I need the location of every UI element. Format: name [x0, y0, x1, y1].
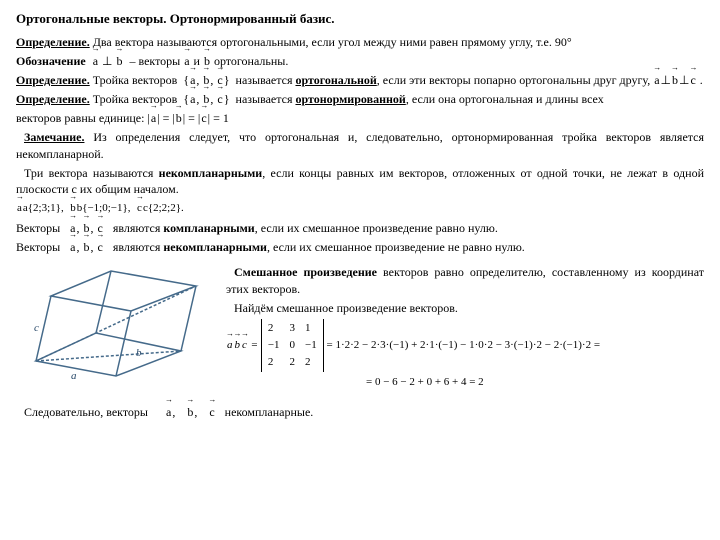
three-b: некомпланарными [159, 166, 263, 180]
def3-a: Тройка векторов [93, 92, 178, 106]
three-a: Три вектора называются [24, 166, 153, 180]
vec-a-icon: a [92, 53, 99, 69]
determinant-calc: abc = 231 −10−1 222 = 1·2·2 − 2·3·(−1) +… [226, 319, 704, 372]
cop-c: , если их смешанное произведение равно н… [255, 221, 498, 235]
def3-c: ортонормированной [295, 92, 405, 106]
mixed-find: Найдём смешанное произведение векторов. [226, 300, 704, 316]
cop-b: компланарными [163, 221, 254, 235]
def2-b: называется [236, 73, 293, 87]
parallelepiped-diagram: a b c [16, 261, 216, 395]
c-coords: c{2;2;2}. [143, 202, 184, 214]
therefore-b: некомпланарные. [225, 405, 314, 419]
vectors-word-1: Векторы [16, 221, 60, 235]
def2-c: ортогональной [295, 73, 376, 87]
noncoplanar-line: Векторы a, b, c являются некомпланарными… [16, 239, 704, 255]
conclusion: Следовательно, векторы a, b, c некомплан… [16, 404, 704, 420]
def1-label: Определение. [16, 35, 90, 49]
unit-length-line: векторов равны единице: |a| = |b| = |c| … [16, 110, 704, 126]
therefore-a: Следовательно, векторы [24, 405, 148, 419]
notation-line: Обозначение a ⊥ b – векторы a и b ортого… [16, 53, 704, 69]
vector-coords: aa{2;3;1}, bb{−1;0;−1}, cc{2;2;2}. [16, 201, 704, 216]
a-coords: a{2;3;1}, [23, 202, 64, 214]
def3-label: Определение. [16, 92, 90, 106]
ncop-a: являются [113, 240, 161, 254]
remark-text: Из определения следует, что ортогональна… [16, 130, 704, 160]
ncop-b: некомпланарными [163, 240, 267, 254]
page-title: Ортогональные векторы. Ортонормированный… [16, 10, 704, 28]
remark: Замечание. Из определения следует, что о… [16, 129, 704, 161]
def2-e: друг другу, [594, 73, 651, 87]
notation-label: Обозначение [16, 54, 86, 68]
vectors-word-2: Векторы [16, 240, 60, 254]
definition-2: Определение. Тройка векторов {a, b, c} н… [16, 72, 704, 88]
def2-label: Определение. [16, 73, 90, 87]
def3-d: , если она ортогональная и длины всех [406, 92, 604, 106]
mixed-product-def: Смешанное произведение векторов равно оп… [226, 264, 704, 296]
diagram-and-calc: a b c Смешанное произведение векторов ра… [16, 261, 704, 395]
expansion: = 1·2·2 − 2·3·(−1) + 2·1·(−1) − 1·0·2 − … [327, 339, 601, 351]
result-line: = 0 − 6 − 2 + 0 + 6 + 4 = 2 [226, 375, 704, 390]
definition-3: Определение. Тройка векторов {a, b, c} н… [16, 91, 704, 107]
unit-text: векторов равны единице: [16, 111, 144, 125]
def2-d: , если эти векторы попарно ортогональны [377, 73, 591, 87]
mixed-a: Смешанное произведение [234, 265, 377, 279]
label-b: b [136, 347, 142, 359]
noncoplanar-def: Три вектора называются некомпланарными, … [16, 165, 704, 197]
notation-mid: – векторы [129, 54, 180, 68]
vec-b-icon: b [115, 53, 123, 69]
ncop-c: , если их смешанное произведение не равн… [267, 240, 525, 254]
def3-b: называется [236, 92, 293, 106]
label-a: a [71, 370, 77, 382]
coplanar-line: Векторы a, b, c являются компланарными, … [16, 220, 704, 236]
remark-label: Замечание. [24, 130, 84, 144]
angle-90: 90° [555, 35, 572, 49]
def1-text: Два вектора называются ортогональными, е… [93, 35, 552, 49]
notation-end: ортогональны. [214, 54, 288, 68]
determinant-icon: 231 −10−1 222 [261, 319, 324, 372]
cop-a: являются [113, 221, 161, 235]
label-c: c [34, 322, 39, 334]
def2-a: Тройка векторов [93, 73, 178, 87]
